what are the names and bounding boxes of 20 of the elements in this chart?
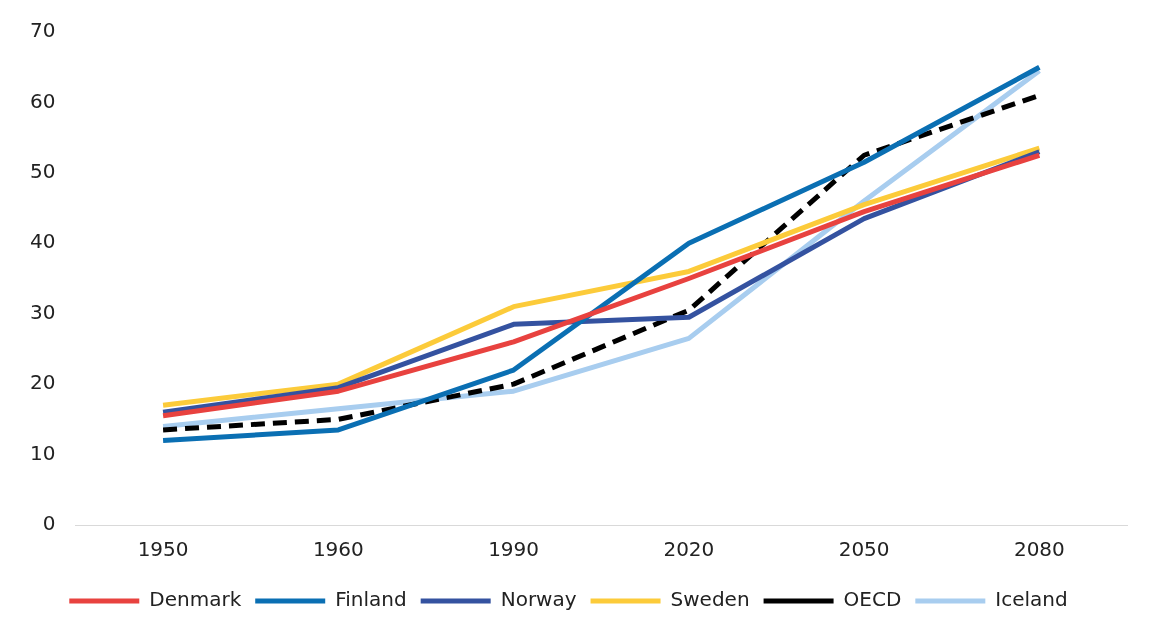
x-tick-label: 2050 — [838, 537, 890, 562]
y-tick-label: 60 — [30, 88, 56, 113]
legend-label: Norway — [500, 587, 577, 612]
x-tick-label: 2020 — [663, 537, 715, 562]
legend-label: OECD — [843, 587, 902, 612]
y-tick-label: 70 — [30, 18, 56, 43]
y-tick-label: 40 — [30, 229, 56, 254]
x-tick-label: 1990 — [488, 537, 540, 562]
x-tick-label: 1960 — [312, 537, 364, 562]
x-tick-label: 2080 — [1013, 537, 1065, 562]
y-tick-label: 30 — [30, 299, 56, 324]
legend-label: Denmark — [149, 587, 242, 612]
y-tick-label: 0 — [42, 511, 56, 536]
y-tick-label: 20 — [30, 370, 56, 395]
x-tick-label: 1950 — [137, 537, 189, 562]
legend-label: Sweden — [670, 587, 750, 612]
legend-label: Finland — [335, 587, 407, 612]
y-tick-label: 50 — [30, 159, 56, 184]
y-tick-label: 10 — [30, 440, 56, 465]
legend-label: Iceland — [995, 587, 1068, 612]
